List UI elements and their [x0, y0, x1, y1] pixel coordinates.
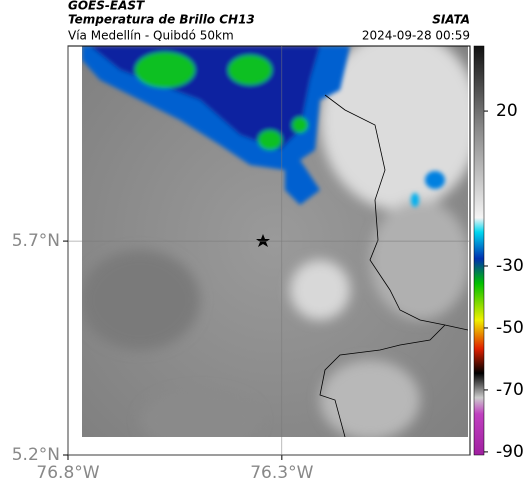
city-marker [256, 234, 270, 247]
y-tick-label: 5.2°N [12, 445, 60, 465]
colorbar [473, 45, 485, 456]
colorbar-tick-label: -90 [496, 442, 524, 462]
datetime: 2024-09-28 00:59 [362, 29, 470, 43]
region: Vía Medellín - Quibdó 50km [68, 29, 234, 43]
satellite-image [82, 46, 468, 437]
x-tick-label: 76.3°W [250, 463, 313, 483]
colorbar-tick-label: -70 [496, 380, 524, 400]
y-tick-label: 5.7°N [12, 231, 60, 251]
subtitle: Temperatura de Brillo CH13 [68, 13, 255, 27]
x-tick-label: 76.8°W [36, 463, 99, 483]
colorbar-tick-label: 20 [496, 101, 518, 121]
title: GOES-EAST [68, 0, 145, 13]
colorbar-tick-label: -30 [496, 256, 524, 276]
source: SIATA [432, 13, 470, 27]
colorbar-tick-label: -50 [496, 318, 524, 338]
